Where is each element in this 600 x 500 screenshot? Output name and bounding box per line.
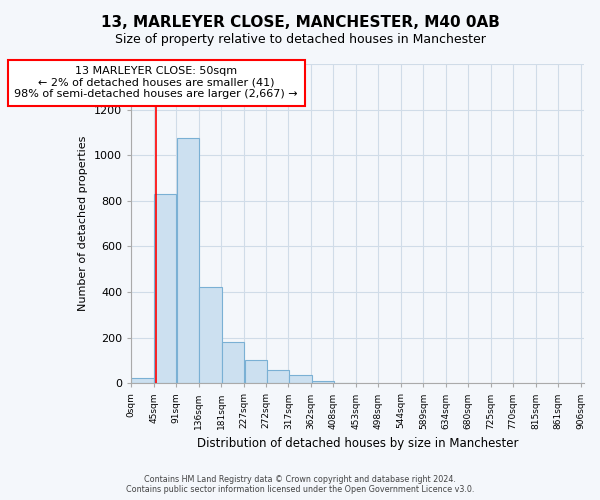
Bar — [131, 378, 154, 384]
Text: 13 MARLEYER CLOSE: 50sqm
← 2% of detached houses are smaller (41)
98% of semi-de: 13 MARLEYER CLOSE: 50sqm ← 2% of detache… — [14, 66, 298, 100]
Text: 13, MARLEYER CLOSE, MANCHESTER, M40 0AB: 13, MARLEYER CLOSE, MANCHESTER, M40 0AB — [101, 15, 499, 30]
Y-axis label: Number of detached properties: Number of detached properties — [79, 136, 88, 312]
Bar — [221, 342, 244, 384]
Bar — [312, 380, 334, 384]
Bar — [289, 376, 312, 384]
Bar — [176, 138, 199, 384]
Bar — [199, 288, 221, 384]
Bar — [154, 194, 176, 384]
Text: Size of property relative to detached houses in Manchester: Size of property relative to detached ho… — [115, 32, 485, 46]
Bar — [245, 360, 267, 384]
Text: Contains HM Land Registry data © Crown copyright and database right 2024.
Contai: Contains HM Land Registry data © Crown c… — [126, 474, 474, 494]
Bar — [267, 370, 289, 384]
X-axis label: Distribution of detached houses by size in Manchester: Distribution of detached houses by size … — [197, 437, 518, 450]
